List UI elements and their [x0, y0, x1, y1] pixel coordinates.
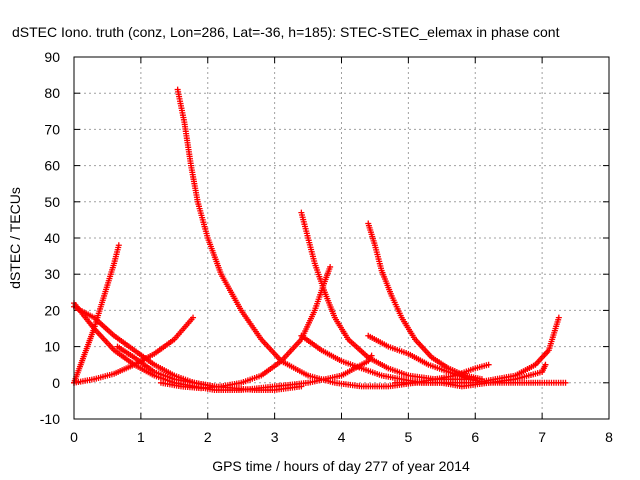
y-tick-label: 20: [44, 302, 60, 318]
y-tick-label: -10: [40, 411, 60, 427]
x-axis-ticks: 0 1 2 3 4 5 6 7 8: [70, 57, 613, 445]
series-pass-1: [71, 242, 122, 386]
series-pass-8: [298, 209, 479, 383]
series-pass-10: [365, 220, 485, 383]
y-tick-label: 40: [44, 230, 60, 246]
y-axis-label: dSTEC / TECUs: [7, 187, 23, 289]
x-tick-label: 0: [70, 429, 78, 445]
x-tick-label: 1: [137, 429, 145, 445]
data-point: [190, 314, 197, 321]
x-tick-label: 4: [338, 429, 346, 445]
data-point: [298, 383, 305, 390]
data-point: [562, 379, 569, 386]
y-tick-label: 50: [44, 194, 60, 210]
y-tick-label: 60: [44, 158, 60, 174]
data-point: [368, 352, 375, 359]
x-tick-label: 8: [605, 429, 613, 445]
y-tick-label: 10: [44, 339, 60, 355]
x-tick-label: 2: [204, 429, 212, 445]
y-tick-label: 70: [44, 121, 60, 137]
y-tick-label: 0: [52, 375, 60, 391]
y-tick-label: 90: [44, 49, 60, 65]
x-tick-label: 3: [271, 429, 279, 445]
data-series: [71, 86, 569, 394]
data-point: [485, 361, 492, 368]
data-point: [555, 314, 562, 321]
plot-frame: [73, 56, 610, 420]
series-pass-12: [392, 314, 562, 386]
data-point: [115, 242, 122, 249]
y-axis-ticks: -10 0 10 20 30 40 50 60 70 80 90: [40, 49, 609, 427]
x-tick-label: 5: [404, 429, 412, 445]
x-tick-label: 7: [538, 429, 546, 445]
data-point: [327, 263, 334, 270]
chart-title: dSTEC Iono. truth (conz, Lon=286, Lat=-3…: [12, 24, 560, 40]
x-tick-label: 6: [471, 429, 479, 445]
series-pass-2: [71, 314, 197, 386]
y-tick-label: 30: [44, 266, 60, 282]
y-tick-label: 80: [44, 85, 60, 101]
x-axis-label: GPS time / hours of day 277 of year 2014: [212, 458, 470, 474]
data-point: [542, 361, 549, 368]
